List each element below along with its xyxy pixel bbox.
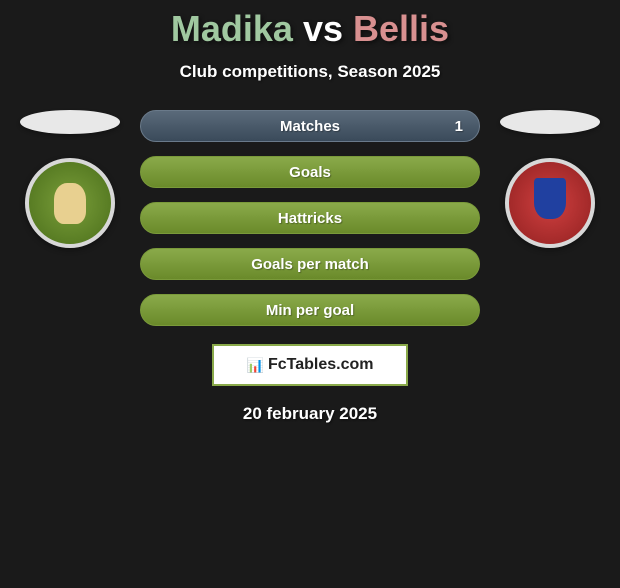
date-text: 20 february 2025	[0, 404, 620, 424]
stat-row-goals: Goals	[140, 156, 480, 188]
stats-rows: Matches 1 Goals Hattricks Goals per matc…	[140, 110, 480, 326]
right-side	[500, 110, 600, 248]
stat-row-goals-per-match: Goals per match	[140, 248, 480, 280]
player1-name: Madika	[171, 8, 293, 49]
chart-icon: 📊	[247, 357, 264, 374]
vs-text: vs	[303, 8, 343, 49]
left-side	[20, 110, 120, 248]
player1-club-crest	[25, 158, 115, 248]
stat-label: Hattricks	[278, 210, 342, 227]
stat-row-min-per-goal: Min per goal	[140, 294, 480, 326]
subtitle: Club competitions, Season 2025	[0, 62, 620, 82]
stat-label: Goals	[289, 164, 331, 181]
content-area: Matches 1 Goals Hattricks Goals per matc…	[0, 110, 620, 326]
stat-label: Goals per match	[251, 256, 369, 273]
stat-row-matches: Matches 1	[140, 110, 480, 142]
player2-name: Bellis	[353, 8, 449, 49]
player1-silhouette	[20, 110, 120, 134]
player2-silhouette	[500, 110, 600, 134]
stat-row-hattricks: Hattricks	[140, 202, 480, 234]
stat-label: Matches	[280, 118, 340, 135]
stat-value-right: 1	[455, 118, 463, 135]
attribution-box: 📊 FcTables.com	[212, 344, 408, 386]
attribution-text: FcTables.com	[268, 356, 374, 374]
player2-club-crest	[505, 158, 595, 248]
page-title: Madika vs Bellis	[0, 8, 620, 50]
stat-label: Min per goal	[266, 302, 354, 319]
